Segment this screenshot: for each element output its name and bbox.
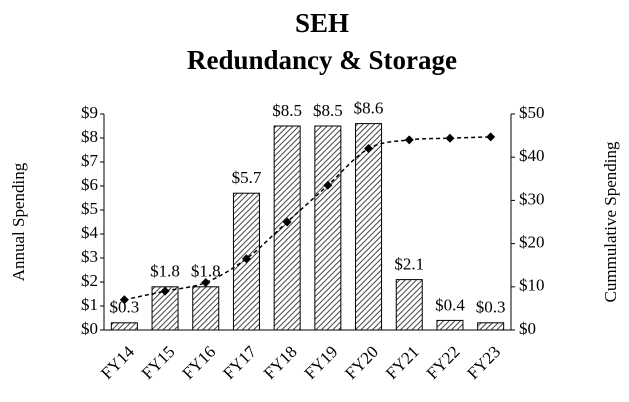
line-marker [201,277,211,287]
line-marker [323,180,333,190]
chart-subtitle: Redundancy & Storage [187,45,457,75]
value-label: $5.7 [232,168,262,187]
x-tick-label: FY23 [463,342,504,383]
y-tick-label: $6 [81,175,98,194]
y-axis-label: Annual Spending [9,162,28,281]
y-tick-label: $1 [81,295,98,314]
line-marker [404,135,414,145]
value-label: $8.5 [313,101,343,120]
line-marker [241,254,251,264]
y2-tick-label: $40 [519,146,545,165]
x-tick-label: FY21 [382,342,423,383]
value-label: $8.5 [272,101,302,120]
x-tick-label: FY17 [219,342,260,383]
bar [110,322,138,331]
line-marker [282,217,292,227]
bar [395,279,423,331]
line-marker [119,295,129,305]
value-label: $1.8 [191,262,221,281]
cumulative-line [124,136,491,301]
value-label: $8.6 [354,99,384,118]
value-label: $2.1 [394,255,424,274]
x-tick-label: FY15 [138,342,179,383]
line-marker [486,132,496,142]
x-tick-label: FY19 [301,342,342,383]
y-tick-label: $2 [81,271,98,290]
x-tick-label: FY18 [260,342,301,383]
value-label: $0.3 [109,298,139,317]
y-tick-label: $8 [81,127,98,146]
line-marker [445,133,455,143]
x-tick-label: FY20 [341,342,382,383]
value-label: $0.3 [476,298,506,317]
y2-tick-label: $30 [519,189,545,208]
bar [273,125,301,331]
bar [355,123,383,331]
y-tick-label: $4 [81,223,99,242]
y-tick-label: $3 [81,247,98,266]
y-tick-label: $7 [81,151,99,170]
line-marker [364,144,374,154]
value-label: $0.4 [435,295,465,314]
y2-tick-label: $50 [519,103,545,122]
value-label: $1.8 [150,262,180,281]
x-tick-label: FY16 [179,342,220,383]
chart-title: SEH [295,8,349,38]
line-marker [160,286,170,296]
y-tick-label: $0 [81,319,98,338]
bar [192,286,220,331]
y2-tick-label: $20 [519,233,545,252]
y2-tick-label: $0 [519,319,536,338]
x-tick-label: FY14 [97,342,138,383]
x-tick-label: FY22 [423,342,464,383]
y2-tick-label: $10 [519,276,545,295]
y-tick-label: $5 [81,199,98,218]
bar [477,322,505,331]
bar [436,319,464,331]
y-tick-label: $9 [81,103,98,122]
y2-axis-label: Cummulative Spending [601,141,620,303]
bar [314,125,342,331]
